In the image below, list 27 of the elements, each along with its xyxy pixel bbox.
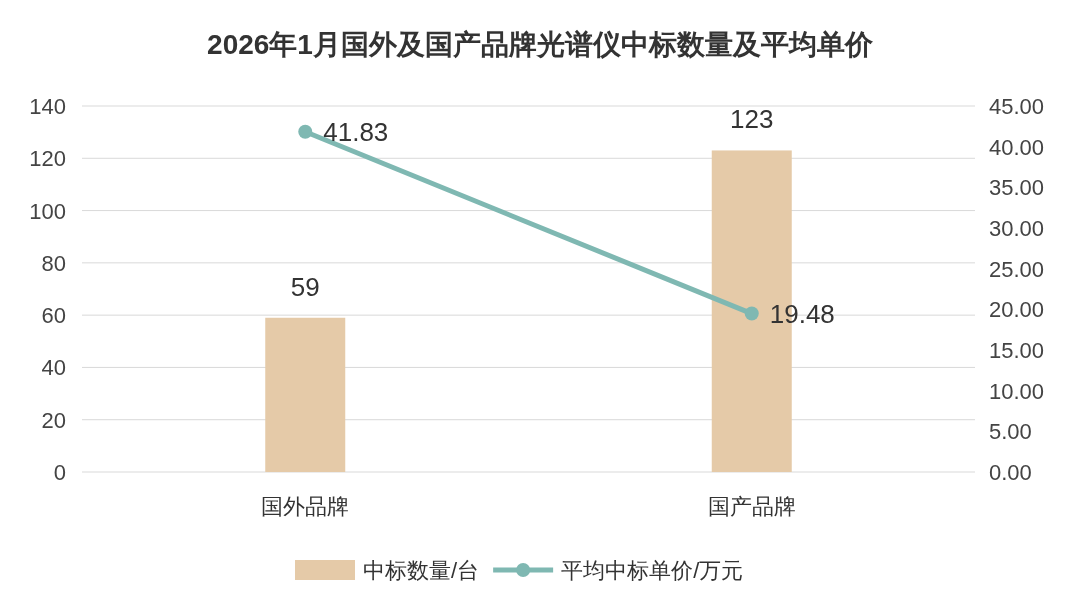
data-label: 41.83 (323, 116, 389, 147)
y2-tick-label: 20.00 (989, 297, 1045, 323)
y2-tick-label: 25.00 (989, 256, 1045, 282)
y2-tick-label: 10.00 (989, 378, 1045, 404)
y-tick-label: 40 (41, 355, 66, 381)
y2-tick-label: 0.00 (989, 460, 1032, 485)
data-label: 59 (290, 271, 320, 302)
y2-tick-label: 35.00 (989, 175, 1045, 201)
y2-tick-label: 15.00 (989, 338, 1045, 363)
data-label: 123 (730, 104, 774, 135)
x-tick-label: 国外品牌 (261, 494, 350, 519)
y2-tick-label: 30.00 (989, 216, 1045, 241)
y2-tick-label: 40.00 (989, 134, 1045, 160)
y-tick-label: 0 (53, 460, 66, 485)
legend-label: 中标数量/台 (363, 558, 480, 583)
y2-tick-label: 45.00 (989, 94, 1045, 119)
y-tick-label: 80 (41, 250, 66, 276)
y-tick-label: 60 (41, 303, 66, 329)
x-tick-label: 国产品牌 (707, 494, 796, 519)
y-tick-label: 100 (29, 198, 66, 224)
y-tick-label: 140 (29, 94, 66, 119)
y2-tick-label: 5.00 (989, 419, 1032, 445)
legend-label: 平均中标单价/万元 (561, 558, 744, 583)
chart-title: 2026年1月国外及国产品牌光谱仪中标数量及平均单价 (207, 29, 874, 60)
y-tick-label: 120 (29, 146, 66, 172)
data-label: 19.48 (769, 298, 835, 329)
y-tick-label: 20 (41, 407, 66, 433)
